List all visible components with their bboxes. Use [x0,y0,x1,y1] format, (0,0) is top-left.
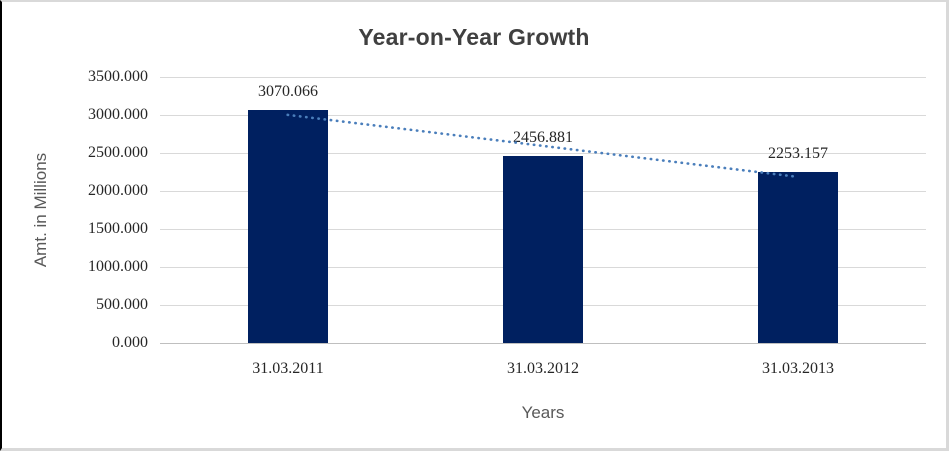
y-tick-label: 1000.000 [88,258,148,275]
y-tick-label: 0.000 [112,334,148,351]
gridline [160,77,926,78]
bar-value-label: 3070.066 [258,83,318,100]
y-tick-label: 1500.000 [88,220,148,237]
bar-value-label: 2456.881 [513,129,573,146]
bar-value-label: 2253.157 [768,145,828,162]
chart-title: Year-on-Year Growth [358,24,590,50]
y-tick-label: 3500.000 [88,68,148,85]
y-tick-label: 3000.000 [88,106,148,123]
y-tick-label: 2500.000 [88,144,148,161]
x-axis-line [160,343,926,344]
bar-31.03.2013 [758,172,838,343]
y-axis-title: Amt. in Millions [31,152,50,268]
y-tick-label: 2000.000 [88,182,148,199]
x-axis-title: Years [521,403,565,422]
x-tick-label: 31.03.2011 [252,360,324,377]
x-tick-label: 31.03.2013 [762,360,834,377]
bar-31.03.2011 [248,110,328,343]
bar-31.03.2012 [503,156,583,343]
y-tick-label: 500.000 [96,296,148,313]
x-tick-label: 31.03.2012 [507,360,579,377]
